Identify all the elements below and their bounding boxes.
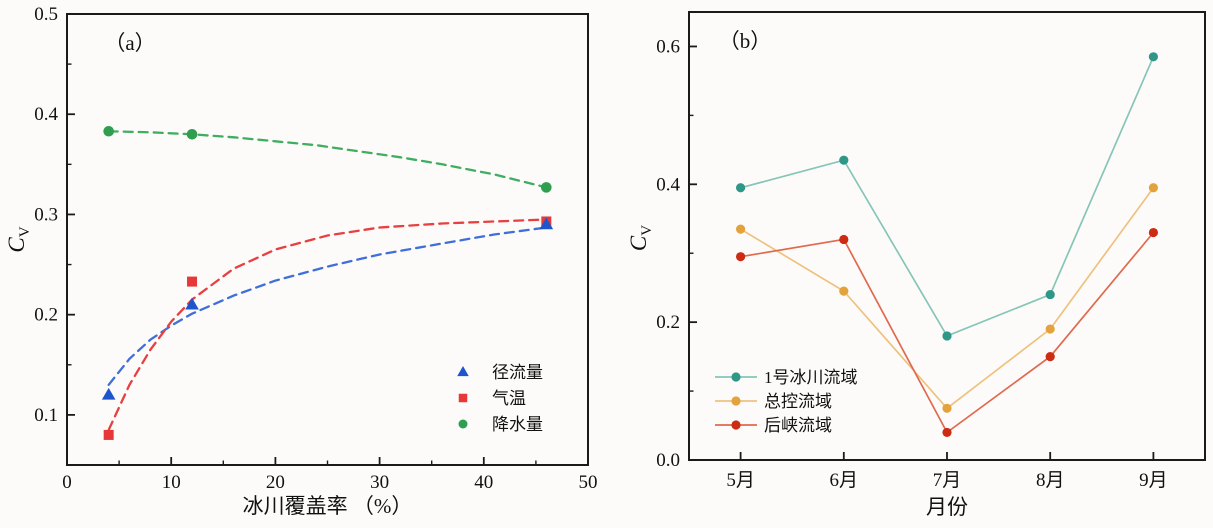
houxia-basin-data-point xyxy=(839,234,849,245)
x-axis-tick-label: 6月 xyxy=(830,470,859,491)
temperature-data-point xyxy=(187,276,198,287)
runoff-data-point xyxy=(101,387,116,400)
x-axis-tick-label: 40 xyxy=(474,472,493,493)
houxia-basin-data-point xyxy=(1045,352,1055,362)
legend-glacier1-basin-label: 1号冰川流域 xyxy=(764,368,858,387)
legend-houxia-basin-label: 后峡流域 xyxy=(764,416,832,435)
zongkong-basin-data-point xyxy=(839,286,849,296)
x-axis-tick-label: 50 xyxy=(579,472,598,493)
zongkong-basin-data-point xyxy=(736,224,746,234)
runoff-data-point xyxy=(539,217,554,230)
x-axis-tick-label: 10 xyxy=(162,472,181,493)
x-axis-tick-label: 5月 xyxy=(726,470,755,491)
zongkong-basin-data-point xyxy=(942,403,952,413)
precipitation-data-point xyxy=(541,182,552,193)
y-axis-tick-label: 0.3 xyxy=(34,204,58,225)
x-axis-tick-label: 30 xyxy=(370,472,389,493)
panel-a-label: （a） xyxy=(104,31,155,55)
y-axis-tick-label: 0.2 xyxy=(656,312,680,333)
runoff-data-point xyxy=(185,297,199,310)
x-axis-tick-label: 8月 xyxy=(1036,470,1065,491)
temperature-data-point xyxy=(103,429,114,440)
x-axis-tick-label: 20 xyxy=(266,472,285,493)
y-axis-tick-label: 0.4 xyxy=(34,104,58,125)
glacier1-basin-data-point xyxy=(839,155,849,165)
legend-zongkong-basin-marker xyxy=(731,396,741,406)
panel-b: 5月 6月 7月 8月 9月 0.0 0.2 0.4 0.6 （b） 月份 CV 1号冰川流域总控流域后… xyxy=(626,11,1206,519)
glacier1-basin-data-point xyxy=(736,183,746,193)
houxia-basin-data-point xyxy=(942,427,952,438)
glacier1-basin-line xyxy=(740,56,1155,337)
legend-runoff-label: 径流量 xyxy=(492,363,543,382)
zongkong-basin-data-point xyxy=(1148,183,1158,193)
y-axis-tick-label: 0.1 xyxy=(34,405,58,426)
x-axis-title: 月份 xyxy=(926,495,968,519)
x-axis-tick-label: 7月 xyxy=(933,470,962,491)
legend-runoff-marker xyxy=(457,366,469,377)
y-axis-tick-label: 0.5 xyxy=(34,4,58,25)
panel-b-label: （b） xyxy=(719,29,772,53)
temperature-trend-line xyxy=(107,218,548,432)
x-axis-tick-label: 0 xyxy=(62,472,72,493)
y-axis-tick-label: 0.2 xyxy=(34,305,58,326)
y-axis-tick-label: 0.6 xyxy=(656,36,680,57)
x-axis-title: 冰川覆盖率 （%） xyxy=(243,494,413,518)
legend-precipitation-label: 降水量 xyxy=(492,415,543,434)
glacier1-basin-data-point xyxy=(1148,52,1158,62)
zongkong-basin-data-point xyxy=(1045,324,1055,334)
runoff-trend-line xyxy=(107,226,548,386)
legend-precipitation-marker xyxy=(458,419,468,429)
precipitation-trend-line xyxy=(107,130,548,189)
y-axis-title: CV xyxy=(626,225,655,251)
houxia-basin-data-point xyxy=(1148,227,1158,238)
glacier1-basin-data-point xyxy=(942,331,952,341)
legend-temperature-label: 气温 xyxy=(492,389,526,408)
precipitation-data-point xyxy=(186,128,198,140)
y-axis-tick-label: 0.4 xyxy=(656,174,680,195)
legend-zongkong-basin-label: 总控流域 xyxy=(764,392,832,411)
legend-houxia-basin-marker xyxy=(731,420,741,430)
legend-glacier1-basin-marker xyxy=(731,372,741,382)
x-axis-tick-label: 9月 xyxy=(1139,470,1168,491)
legend-temperature-marker xyxy=(458,393,468,403)
precipitation-data-point xyxy=(103,125,114,137)
houxia-basin-data-point xyxy=(736,252,746,262)
glacier1-basin-data-point xyxy=(1045,289,1055,300)
panel-a: 0 10 20 30 40 50 0.1 0.2 0.3 0.4 0.5 （a） 冰川覆盖率 （%） CV… xyxy=(4,4,598,518)
y-axis-tick-label: 0.0 xyxy=(656,450,680,471)
y-axis-title: CV xyxy=(4,226,33,252)
